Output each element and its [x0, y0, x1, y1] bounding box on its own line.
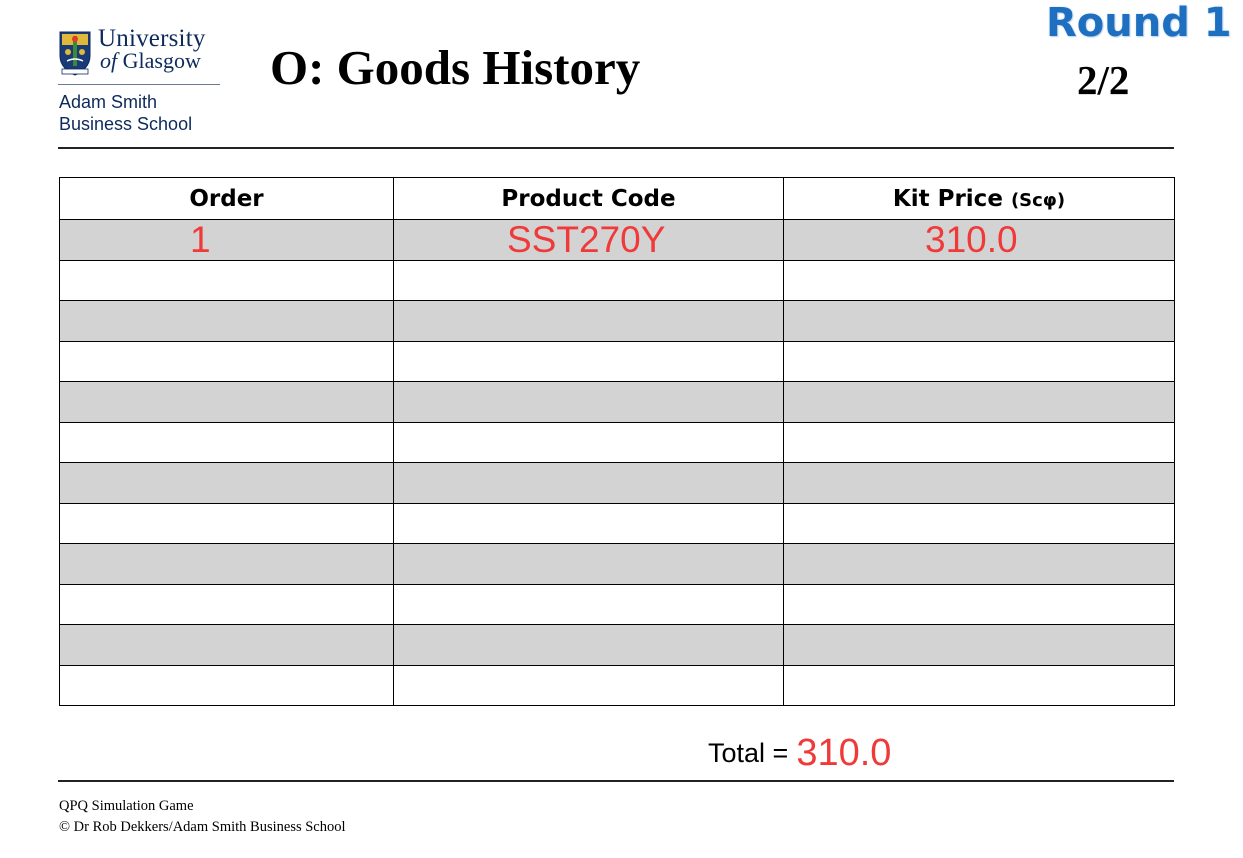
kit-price-cell[interactable] [783, 421, 1175, 463]
table-row [59, 259, 1175, 301]
footer-line1: QPQ Simulation Game [59, 798, 194, 814]
total-label: Total = [708, 738, 789, 768]
kit-price-cell[interactable] [783, 624, 1175, 666]
kit-price-cell[interactable] [783, 300, 1175, 342]
order-cell[interactable] [59, 300, 394, 342]
table-row [59, 502, 1175, 544]
kit-price-unit: (Scφ) [1010, 189, 1066, 211]
product-code-cell[interactable] [393, 300, 784, 342]
order-cell[interactable] [59, 502, 394, 544]
total-value[interactable]: 310.0 [796, 732, 892, 774]
product-code-cell[interactable] [393, 340, 784, 382]
product-code-cell[interactable] [393, 502, 784, 544]
order-cell[interactable] [59, 421, 394, 463]
table-row: 1 SST270Y 310.0 [59, 219, 1175, 261]
order-cell[interactable] [59, 259, 394, 301]
order-cell[interactable] [59, 664, 394, 706]
university-name-of: of [100, 48, 118, 73]
product-code-cell[interactable] [393, 583, 784, 625]
kit-price-cell[interactable]: 310.0 [783, 219, 1175, 261]
university-name-line1: University [98, 25, 206, 52]
kit-price-cell[interactable] [783, 381, 1175, 423]
goods-history-table: Order Product Code Kit Price (Scφ) 1 SST… [59, 177, 1175, 706]
table-header-row: Order Product Code Kit Price (Scφ) [59, 177, 1175, 220]
product-code-cell[interactable] [393, 259, 784, 301]
round-label: Round 1 [1046, 0, 1232, 46]
product-code-cell[interactable] [393, 624, 784, 666]
order-cell[interactable] [59, 381, 394, 423]
table-row [59, 624, 1175, 666]
table-row [59, 543, 1175, 585]
university-logo: University of Glasgow Adam Smith Busines… [58, 25, 222, 138]
product-code-cell[interactable] [393, 381, 784, 423]
column-header-order: Order [59, 177, 394, 220]
kit-price-cell[interactable] [783, 664, 1175, 706]
university-name: University of Glasgow [98, 25, 206, 72]
table-row [59, 300, 1175, 342]
footer-divider [58, 780, 1174, 782]
kit-price-label: Kit Price [892, 185, 1003, 212]
footer-copyright: © Dr Rob Dekkers/Adam Smith Business Sch… [59, 819, 346, 835]
order-cell[interactable] [59, 340, 394, 382]
kit-price-cell[interactable] [783, 543, 1175, 585]
header-divider [58, 147, 1174, 149]
school-name: Adam Smith Business School [59, 91, 192, 135]
table-row [59, 462, 1175, 504]
kit-price-cell[interactable] [783, 462, 1175, 504]
kit-price-cell[interactable] [783, 502, 1175, 544]
table-row [59, 421, 1175, 463]
university-crest-icon [59, 31, 91, 76]
product-code-cell[interactable]: SST270Y [393, 219, 784, 261]
footer: QPQ Simulation Game © Dr Rob Dekkers/Ada… [59, 796, 346, 838]
order-cell[interactable]: 1 [59, 219, 394, 261]
table-row [59, 340, 1175, 382]
order-cell[interactable] [59, 462, 394, 504]
university-name-line2: of Glasgow [98, 50, 206, 72]
school-name-line2: Business School [59, 114, 193, 134]
total-line: Total = 310.0 [708, 732, 891, 775]
order-cell[interactable] [59, 624, 394, 666]
kit-price-cell[interactable] [783, 340, 1175, 382]
column-header-product-code: Product Code [393, 177, 784, 220]
page-number: 2/2 [1077, 57, 1130, 103]
table-row [59, 583, 1175, 625]
order-cell[interactable] [59, 583, 394, 625]
column-header-kit-price: Kit Price (Scφ) [783, 177, 1175, 220]
product-code-cell[interactable] [393, 462, 784, 504]
school-name-line1: Adam Smith [59, 92, 158, 112]
kit-price-cell[interactable] [783, 583, 1175, 625]
table-row [59, 381, 1175, 423]
product-code-cell[interactable] [393, 421, 784, 463]
university-name-glasgow: Glasgow [122, 48, 201, 73]
kit-price-cell[interactable] [783, 259, 1175, 301]
logo-divider [58, 84, 220, 85]
table-row [59, 664, 1175, 706]
product-code-cell[interactable] [393, 664, 784, 706]
page-title: O: Goods History [270, 40, 641, 95]
product-code-cell[interactable] [393, 543, 784, 585]
order-cell[interactable] [59, 543, 394, 585]
